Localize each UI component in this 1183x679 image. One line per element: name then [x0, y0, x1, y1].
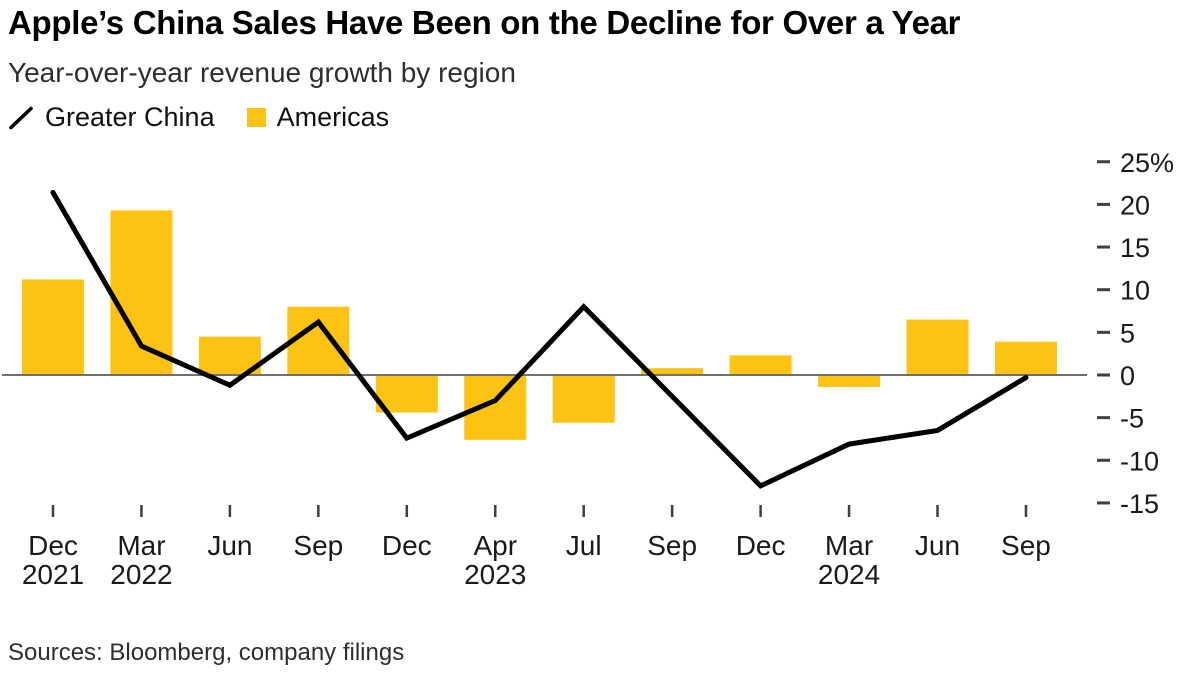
sources-note: Sources: Bloomberg, company filings: [8, 639, 405, 666]
y-tick-label--10: -10: [1120, 446, 1159, 476]
legend-label-americas: Americas: [276, 102, 390, 132]
x-tick-month-jun-2022: Jun: [207, 530, 252, 561]
x-tick-year-dec-2021: 2021: [22, 559, 84, 590]
x-tick-month-jun-2024: Jun: [915, 530, 960, 561]
line-greater-china: [50, 189, 1029, 489]
y-tick-label-10: 10: [1120, 276, 1150, 306]
bar-americas-jun-2024: [906, 319, 969, 375]
bar-americas-sep-2023: [641, 368, 704, 375]
bar-americas-sep-2024: [994, 341, 1057, 375]
y-tick-label-15: 15: [1120, 233, 1150, 263]
line-series-slash-icon: [9, 106, 33, 129]
x-tick-month-sep-2023: Sep: [647, 530, 697, 561]
x-tick-month-dec-2023: Dec: [736, 530, 786, 561]
bar-americas-dec-2023: [729, 355, 792, 375]
x-tick-month-sep-2022: Sep: [293, 530, 343, 561]
chart-subtitle: Year-over-year revenue growth by region: [8, 57, 516, 88]
x-tick-month-apr-2023: Apr: [473, 530, 517, 561]
bar-americas-jul-2023: [552, 375, 615, 423]
x-tick-year-mar-2024: 2024: [818, 559, 880, 590]
x-tick-year-mar-2022: 2022: [110, 559, 172, 590]
bar-americas-mar-2024: [818, 375, 881, 387]
legend: Greater China Americas: [8, 102, 389, 133]
bar-series-swatch-icon: [246, 108, 266, 127]
x-tick-month-mar-2022: Mar: [117, 530, 165, 561]
x-tick-month-dec-2022: Dec: [382, 530, 432, 561]
y-tick-label-20: 20: [1120, 190, 1150, 220]
bar-americas-mar-2022: [110, 210, 173, 375]
legend-item-americas: Americas: [246, 102, 390, 133]
chart-title: Apple’s China Sales Have Been on the Dec…: [8, 4, 961, 41]
bar-americas-sep-2022: [287, 306, 350, 375]
legend-label-greater-china: Greater China: [45, 102, 215, 132]
x-tick-month-dec-2021: Dec: [28, 530, 78, 561]
x-tick-month-sep-2024: Sep: [1001, 530, 1051, 561]
y-tick-label--15: -15: [1120, 489, 1159, 519]
y-tick-label-0: 0: [1120, 361, 1135, 391]
y-tick-label-5: 5: [1120, 318, 1135, 348]
y-tick-label-25-: 25%: [1120, 148, 1174, 178]
x-tick-year-apr-2023: 2023: [464, 559, 526, 590]
x-tick-month-jul-2023: Jul: [566, 530, 602, 561]
y-tick-label--5: -5: [1120, 404, 1144, 434]
bar-americas-dec-2021: [22, 279, 84, 375]
legend-item-greater-china: Greater China: [8, 102, 215, 133]
bar-americas-dec-2022: [375, 375, 438, 413]
x-tick-month-mar-2024: Mar: [825, 530, 873, 561]
